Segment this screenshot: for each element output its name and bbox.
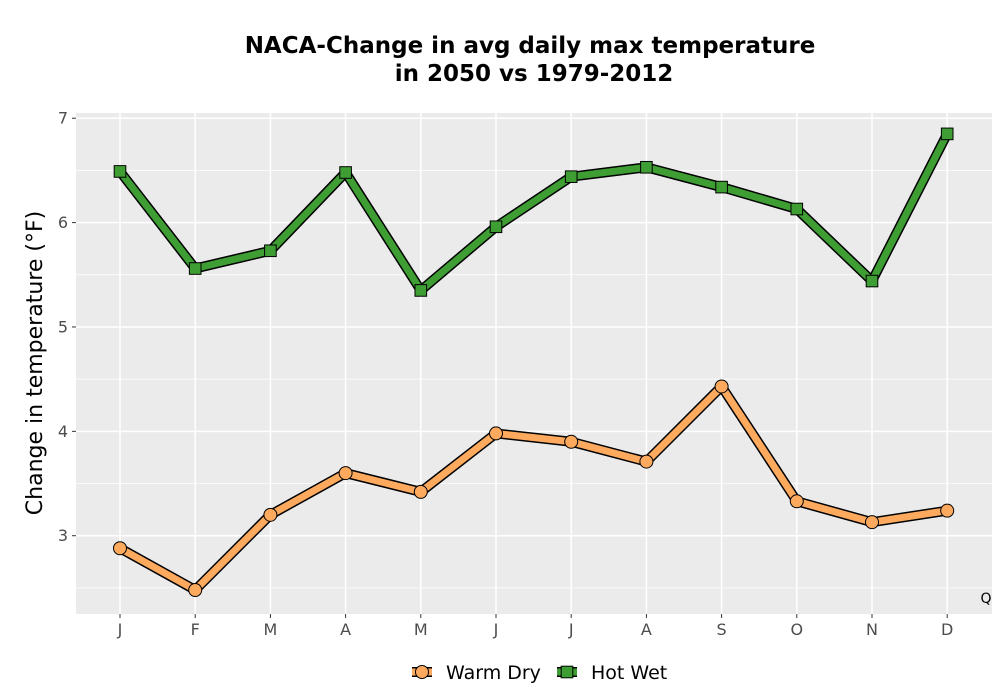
corner-note: Q <box>980 591 991 607</box>
data-point-warm-dry <box>789 494 804 509</box>
data-point-warm-dry <box>639 454 654 469</box>
x-tick-label: J <box>493 620 499 639</box>
series-hot-wet <box>113 127 954 297</box>
legend-label: Warm Dry <box>446 662 541 684</box>
data-point-hot-wet <box>264 244 277 258</box>
data-point-warm-dry <box>564 434 579 449</box>
data-point-warm-dry <box>865 515 879 530</box>
data-point-warm-dry <box>489 426 503 441</box>
series-line-warm-dry <box>116 382 951 594</box>
legend-label: Hot Wet <box>591 662 667 684</box>
series-layer <box>113 127 955 597</box>
data-point-hot-wet <box>940 127 954 141</box>
data-point-hot-wet <box>339 166 352 179</box>
data-point-hot-wet <box>564 170 578 183</box>
series-warm-dry <box>113 379 955 597</box>
y-tick-label: 5 <box>58 317 68 336</box>
x-tick-label: J <box>117 620 123 639</box>
data-point-warm-dry <box>940 503 955 518</box>
data-point-hot-wet <box>715 180 728 194</box>
legend-item-hot-wet: Hot Wet <box>557 662 667 684</box>
data-point-hot-wet <box>790 202 804 216</box>
data-point-hot-wet <box>489 220 503 234</box>
data-point-warm-dry <box>714 379 729 394</box>
data-point-hot-wet <box>113 165 127 178</box>
data-point-hot-wet <box>640 160 653 174</box>
data-point-warm-dry <box>188 582 203 597</box>
data-point-warm-dry <box>413 484 428 499</box>
data-point-hot-wet <box>414 284 428 297</box>
y-tick-label: 7 <box>58 109 68 128</box>
chart-title-line1: NACA-Change in avg daily max temperature <box>245 33 816 59</box>
y-axis: 3 4 5 6 7 <box>58 109 76 545</box>
x-tick-label: M <box>263 620 277 639</box>
y-tick-label: 6 <box>58 213 68 232</box>
y-tick-label: 4 <box>58 422 68 441</box>
legend-key-marker <box>560 665 574 679</box>
series-line-hot-wet <box>116 130 951 294</box>
legend-key-marker <box>415 665 429 679</box>
y-axis-label: Change in temperature (°F) <box>23 211 48 515</box>
x-tick-label: J <box>568 620 574 639</box>
legend: Warm Dry Hot Wet <box>412 662 667 684</box>
data-point-hot-wet <box>188 262 202 275</box>
x-tick-label: O <box>791 620 804 639</box>
minor-gridlines <box>76 170 992 589</box>
x-tick-label: A <box>340 620 351 639</box>
plot-panel <box>76 113 992 614</box>
data-point-warm-dry <box>263 507 278 522</box>
legend-item-warm-dry: Warm Dry <box>412 662 541 684</box>
data-point-warm-dry <box>338 466 353 481</box>
data-point-hot-wet <box>865 274 879 288</box>
x-tick-label: D <box>941 620 953 639</box>
x-tick-label: N <box>866 620 878 639</box>
chart-title-line2: in 2050 vs 1979-2012 <box>395 61 674 87</box>
major-gridlines <box>76 113 992 614</box>
x-tick-label: F <box>191 620 200 639</box>
x-tick-label: M <box>414 620 428 639</box>
data-point-warm-dry <box>113 541 127 556</box>
y-tick-label: 3 <box>58 526 68 545</box>
x-tick-label: S <box>717 620 727 639</box>
x-tick-label: A <box>641 620 652 639</box>
